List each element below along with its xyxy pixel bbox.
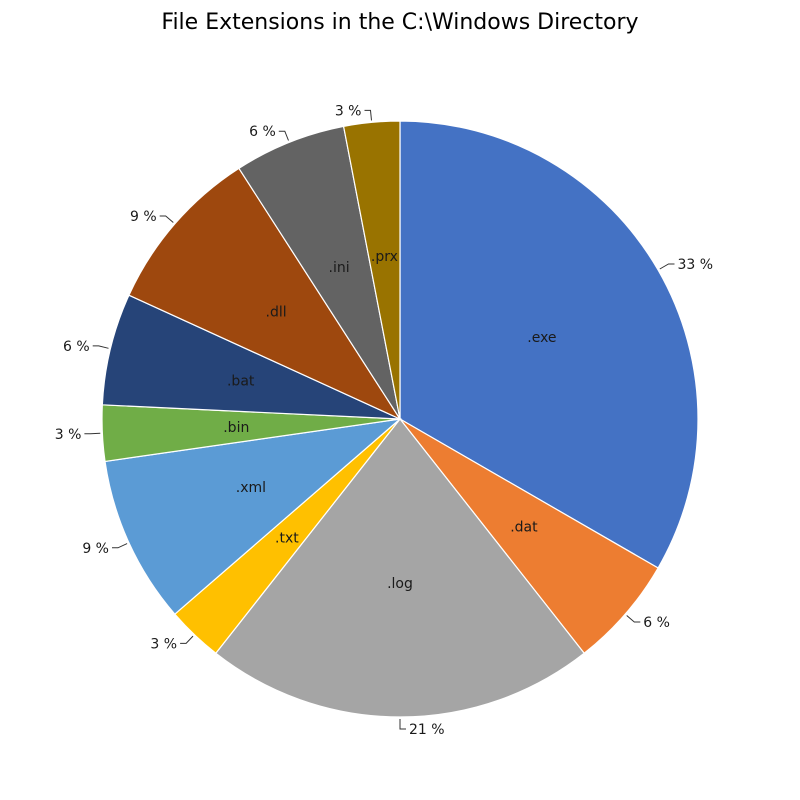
leader-line-ini bbox=[278, 130, 289, 141]
percent-label-xml: 9 % bbox=[82, 541, 109, 557]
leader-line-dat bbox=[626, 615, 641, 623]
percent-label-bin: 3 % bbox=[55, 427, 82, 443]
slice-label-bat: .bat bbox=[227, 373, 255, 389]
slice-label-xml: .xml bbox=[236, 480, 266, 496]
leader-line-exe bbox=[659, 263, 675, 270]
pie-slice-dll bbox=[128, 167, 402, 421]
chart-title: File Extensions in the C:\Windows Direct… bbox=[161, 10, 639, 35]
pie-slice-xml bbox=[104, 418, 402, 615]
leader-line-log bbox=[399, 719, 406, 730]
leader-line-xml bbox=[112, 543, 128, 549]
percent-label-prx: 3 % bbox=[335, 103, 362, 119]
percent-label-bat: 6 % bbox=[63, 339, 90, 355]
leader-line-bin bbox=[84, 432, 101, 435]
slice-label-prx: .prx bbox=[371, 249, 398, 265]
pie-slice-log bbox=[214, 418, 586, 718]
leader-line-prx bbox=[364, 109, 372, 121]
leader-line-bat bbox=[92, 345, 109, 349]
percent-label-dat: 6 % bbox=[643, 615, 670, 631]
percent-label-log: 21 % bbox=[409, 722, 445, 738]
percent-label-ini: 6 % bbox=[249, 124, 276, 140]
slice-label-bin: .bin bbox=[223, 420, 249, 436]
slice-label-txt: .txt bbox=[275, 531, 299, 547]
slice-label-ini: .ini bbox=[329, 260, 350, 276]
slice-label-log: .log bbox=[387, 576, 413, 592]
pie-slice-prx bbox=[342, 120, 401, 420]
slice-label-dll: .dll bbox=[266, 305, 287, 321]
slice-label-exe: .exe bbox=[527, 330, 556, 346]
leader-line-dll bbox=[159, 215, 174, 223]
percent-label-txt: 3 % bbox=[150, 636, 177, 652]
leader-line-txt bbox=[180, 635, 194, 644]
pie-slice-exe bbox=[399, 120, 699, 569]
percent-label-exe: 33 % bbox=[678, 257, 714, 273]
percent-label-dll: 9 % bbox=[130, 209, 157, 225]
slice-label-dat: .dat bbox=[510, 519, 538, 535]
